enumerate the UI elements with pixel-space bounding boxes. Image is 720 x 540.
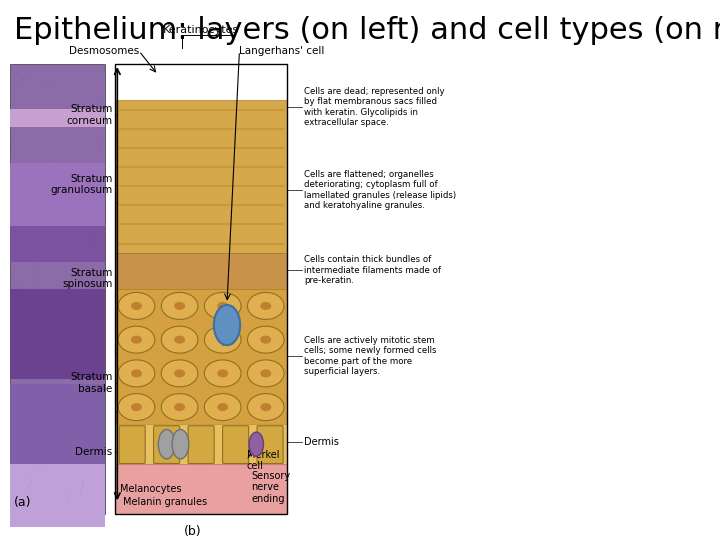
Ellipse shape: [158, 429, 175, 459]
Text: Stratum
corneum: Stratum corneum: [66, 104, 112, 126]
Text: Stratum
granulosum: Stratum granulosum: [50, 174, 112, 195]
FancyBboxPatch shape: [9, 64, 105, 514]
Ellipse shape: [172, 429, 189, 459]
Text: Epithelium: layers (on left) and cell types (on right): Epithelium: layers (on left) and cell ty…: [14, 16, 720, 45]
Text: Cells are dead; represented only
by flat membranous sacs filled
with keratin. Gl: Cells are dead; represented only by flat…: [304, 87, 445, 127]
Ellipse shape: [248, 394, 284, 421]
Text: Stratum
spinosum: Stratum spinosum: [62, 267, 112, 289]
Text: Desmosomes: Desmosomes: [68, 46, 139, 56]
Ellipse shape: [248, 360, 284, 387]
Ellipse shape: [118, 326, 155, 353]
Ellipse shape: [248, 326, 284, 353]
Text: Keratinocytes: Keratinocytes: [163, 25, 239, 35]
Ellipse shape: [204, 360, 241, 387]
Ellipse shape: [214, 305, 240, 345]
Bar: [9, 289, 105, 379]
Ellipse shape: [249, 432, 264, 456]
Ellipse shape: [174, 369, 185, 377]
FancyBboxPatch shape: [115, 289, 287, 424]
FancyBboxPatch shape: [115, 424, 287, 464]
Text: (a): (a): [14, 496, 32, 509]
Text: (b): (b): [184, 524, 202, 538]
Text: Cells contain thick bundles of
intermediate filaments made of
pre-keratin.: Cells contain thick bundles of intermedi…: [304, 255, 441, 285]
Ellipse shape: [217, 336, 228, 343]
Text: Langerhans' cell: Langerhans' cell: [240, 46, 325, 56]
Ellipse shape: [174, 336, 185, 343]
Ellipse shape: [204, 394, 241, 421]
FancyBboxPatch shape: [115, 100, 287, 253]
Ellipse shape: [131, 336, 142, 343]
Ellipse shape: [248, 293, 284, 320]
Ellipse shape: [217, 369, 228, 377]
Text: Dermis: Dermis: [304, 437, 339, 447]
Ellipse shape: [118, 394, 155, 421]
Ellipse shape: [118, 293, 155, 320]
FancyBboxPatch shape: [257, 426, 283, 463]
Ellipse shape: [217, 302, 228, 310]
Ellipse shape: [174, 302, 185, 310]
Text: Dermis: Dermis: [76, 447, 112, 457]
Ellipse shape: [161, 394, 198, 421]
FancyBboxPatch shape: [188, 426, 214, 463]
Ellipse shape: [161, 293, 198, 320]
Text: Sensory
nerve
ending: Sensory nerve ending: [251, 470, 291, 504]
Ellipse shape: [131, 302, 142, 310]
Text: Merkel
cell: Merkel cell: [247, 450, 279, 471]
Ellipse shape: [261, 302, 271, 310]
Ellipse shape: [161, 360, 198, 387]
FancyBboxPatch shape: [115, 253, 287, 289]
Ellipse shape: [174, 403, 185, 411]
Bar: [9, 226, 105, 262]
Bar: [9, 163, 105, 253]
Ellipse shape: [131, 403, 142, 411]
FancyBboxPatch shape: [119, 426, 145, 463]
Text: Melanocytes: Melanocytes: [120, 484, 181, 495]
Bar: [9, 464, 105, 528]
Ellipse shape: [131, 369, 142, 377]
FancyBboxPatch shape: [222, 426, 248, 463]
FancyBboxPatch shape: [153, 426, 180, 463]
Ellipse shape: [261, 369, 271, 377]
Ellipse shape: [161, 326, 198, 353]
Text: Stratum
basale: Stratum basale: [70, 372, 112, 394]
Bar: [9, 109, 105, 127]
Text: Cells are actively mitotic stem
cells; some newly formed cells
become part of th: Cells are actively mitotic stem cells; s…: [304, 336, 436, 376]
Text: Melanin granules: Melanin granules: [123, 497, 207, 507]
FancyBboxPatch shape: [115, 464, 287, 514]
Bar: [9, 383, 105, 482]
Ellipse shape: [261, 403, 271, 411]
Text: Cells are flattened; organelles
deteriorating; cytoplasm full of
lamellated gran: Cells are flattened; organelles deterior…: [304, 170, 456, 210]
Ellipse shape: [204, 326, 241, 353]
Ellipse shape: [204, 293, 241, 320]
Ellipse shape: [118, 360, 155, 387]
Ellipse shape: [217, 403, 228, 411]
Ellipse shape: [261, 336, 271, 343]
